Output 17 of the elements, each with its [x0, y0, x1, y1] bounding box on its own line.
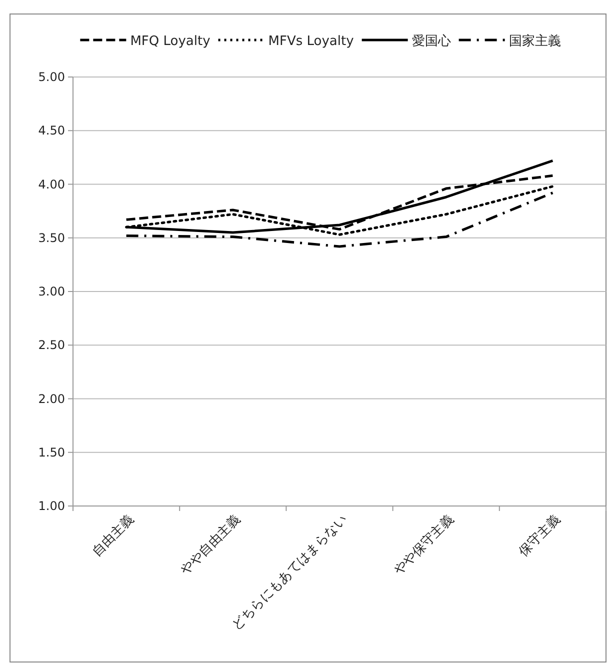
y-tick-label: 4.00	[38, 177, 65, 192]
y-tick-label: 1.50	[38, 445, 65, 460]
y-tick-label: 3.50	[38, 230, 65, 245]
legend-label: MFQ Loyalty	[130, 34, 211, 49]
y-tick-label: 3.00	[38, 284, 65, 298]
x-tick-label: 保守主義	[515, 512, 564, 560]
y-tick-label: 2.00	[38, 392, 65, 406]
y-tick-label: 1.00	[38, 499, 65, 513]
legend-label: 国家主義	[508, 33, 561, 49]
y-tick-label: 2.50	[38, 338, 65, 352]
legend-label: MFVs Loyalty	[268, 34, 354, 49]
legend-label: 愛国心	[412, 33, 451, 49]
y-tick-label: 4.50	[38, 124, 65, 138]
x-tick-label: 自由主義	[89, 512, 138, 560]
y-tick-label: 5.00	[38, 70, 65, 84]
x-tick-label: やや保守主義	[390, 512, 457, 578]
x-tick-label: やや自由主義	[177, 512, 244, 578]
